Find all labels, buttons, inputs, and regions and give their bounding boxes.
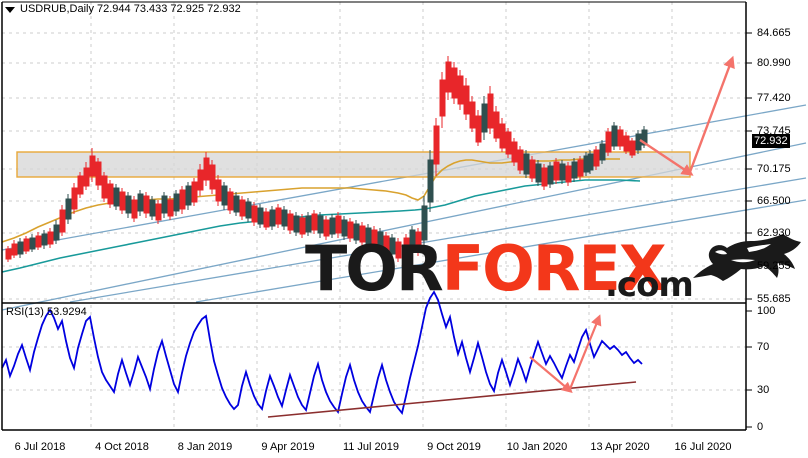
channel-lower-line[interactable] <box>69 177 807 303</box>
rsi-trendline[interactable] <box>267 381 637 418</box>
date-axis-label-8: 16 Jul 2020 <box>674 441 732 453</box>
date-axis-label-4: 11 Jul 2019 <box>342 441 400 453</box>
forecast-down-arrow[interactable] <box>639 139 694 176</box>
rsi-indicator-label: RSI(13) 53.9294 <box>6 306 87 318</box>
chart-frame <box>1 1 752 431</box>
date-axis-label-0: 6 Jul 2018 <box>14 441 66 453</box>
date-axis-label-7: 13 Apr 2020 <box>590 441 650 453</box>
date-axis-label-3: 9 Apr 2019 <box>261 441 315 453</box>
rsi-forecast-up-arrow[interactable] <box>568 314 602 390</box>
symbol-quote-header: USDRUB,Daily 72.944 73.433 72.925 72.932 <box>20 3 241 15</box>
date-axis-label-6: 10 Jan 2020 <box>506 441 568 453</box>
forecast-up-arrow[interactable] <box>688 55 735 173</box>
date-axis-label-5: 9 Oct 2019 <box>427 441 481 453</box>
rsi-axis-label-3: 0 <box>757 421 764 433</box>
rsi-line[interactable] <box>1 290 643 416</box>
date-axis-label-1: 4 Oct 2018 <box>95 441 149 453</box>
price-forecast-arrows[interactable] <box>639 55 735 176</box>
candlestick-series[interactable] <box>5 56 648 262</box>
chevron-down-icon[interactable] <box>5 7 15 13</box>
price-axis-label-1: 80.990 <box>757 57 791 69</box>
rsi-axis-label-1: 70 <box>757 341 770 353</box>
price-axis-label-4: 70.175 <box>757 163 791 175</box>
channel-lower2-line[interactable] <box>195 199 807 303</box>
price-axis-label-6: 62.930 <box>757 227 791 239</box>
rsi-forecast-down-arrow[interactable] <box>529 356 573 393</box>
rsi-axis-label-0: 100 <box>757 305 776 317</box>
price-axis-label-8: 55.685 <box>757 293 791 305</box>
price-axis-label-0: 84.665 <box>757 27 791 39</box>
price-axis-label-7: 59.255 <box>757 260 791 272</box>
price-axis-label-5: 66.500 <box>757 195 791 207</box>
current-price-badge: 72.932 <box>752 134 790 148</box>
rsi-overlays[interactable] <box>267 314 637 418</box>
price-axis-label-2: 77.420 <box>757 92 791 104</box>
date-axis-label-2: 8 Jan 2019 <box>177 441 233 453</box>
rsi-panel-grid <box>2 305 746 430</box>
rsi-axis-label-2: 30 <box>757 384 770 396</box>
